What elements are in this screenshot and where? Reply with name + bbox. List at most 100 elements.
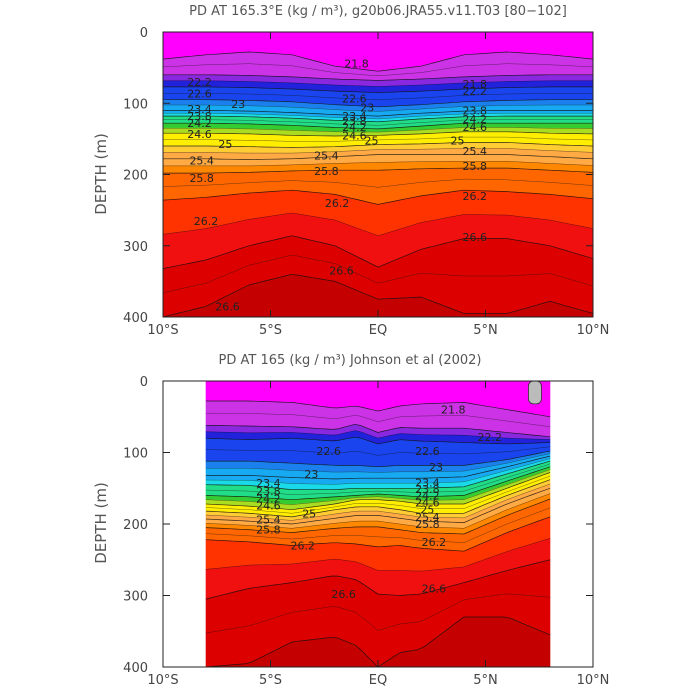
contour-label: 24.2 xyxy=(415,489,440,502)
contour-label: 23.4 xyxy=(187,103,212,116)
contour-label: 22.6 xyxy=(342,92,367,105)
isopycnal-line xyxy=(205,507,551,543)
isopycnal-line xyxy=(206,450,551,468)
isopycnal-line xyxy=(205,446,551,456)
y-axis-label: DEPTH (m) xyxy=(92,482,110,564)
contour-label: 26.2 xyxy=(422,536,447,549)
isopycnal-line xyxy=(163,212,593,236)
isopycnal-line xyxy=(163,178,593,188)
y-tick-label: 200 xyxy=(123,169,148,184)
isopycnal-line xyxy=(205,466,551,501)
contour-label: 23.8 xyxy=(463,104,488,117)
contour-label: 26.6 xyxy=(463,231,488,244)
isopycnal-line xyxy=(163,110,593,117)
x-axis: 10°S 5°S EQ 5°N 10°N xyxy=(147,32,609,338)
isopycnal-line xyxy=(205,538,551,572)
isopycnal-line xyxy=(163,148,593,154)
isopycnal-line xyxy=(163,51,593,72)
contour-label: 26.6 xyxy=(215,300,240,313)
contour-label: 25.8 xyxy=(314,165,339,178)
contour-label: 26.2 xyxy=(463,190,488,203)
isopycnal-line xyxy=(163,189,593,205)
isopycnal-line xyxy=(163,93,593,100)
isopycnal-line xyxy=(205,436,551,445)
x-tick-label: 10°N xyxy=(577,323,610,338)
contour-label: 24.6 xyxy=(415,497,440,510)
contour-label: 26.6 xyxy=(331,588,356,601)
isopycnal-line xyxy=(205,469,551,505)
y-tick-label: 0 xyxy=(140,26,148,41)
x-tick-label: EQ xyxy=(369,673,387,688)
isopycnal-line xyxy=(163,131,593,137)
contour-label: 23.4 xyxy=(415,477,440,490)
contour-label: 25 xyxy=(451,134,465,147)
contour-label: 22.2 xyxy=(463,85,488,98)
isopycnal-line xyxy=(205,483,551,521)
isopycnal-line xyxy=(163,167,593,174)
y-tick-label: 400 xyxy=(123,661,148,676)
y-tick-label: 300 xyxy=(123,240,148,255)
contour-label: 24.6 xyxy=(187,128,212,141)
isopycnal-line xyxy=(205,479,551,518)
contour-label: 25.4 xyxy=(314,149,339,162)
contour-label: 25.8 xyxy=(256,524,281,537)
isopycnal-line xyxy=(163,119,593,126)
y-tick-label: 200 xyxy=(123,518,148,533)
contour-label: 22.6 xyxy=(316,445,341,458)
isopycnal-line xyxy=(205,475,551,514)
y-tick-label: 400 xyxy=(123,311,148,326)
isopycnal-line xyxy=(163,127,593,133)
isopycnal-line xyxy=(163,154,593,160)
isopycnal-line xyxy=(163,115,593,123)
isopycnal-line xyxy=(205,559,551,600)
contour-label: 21.8 xyxy=(441,404,466,417)
x-tick-label: 5°S xyxy=(259,323,282,338)
isopycnal-line xyxy=(206,455,551,480)
contour-label: 26.6 xyxy=(329,265,354,278)
isopycnal-line xyxy=(206,453,551,473)
contour-label: 24.6 xyxy=(463,121,488,134)
isopycnal-line xyxy=(205,498,551,535)
contour-label: 24.6 xyxy=(342,129,367,142)
contour-label: 23 xyxy=(429,461,443,474)
isopycnal-line xyxy=(205,472,551,511)
x-tick-label: 5°N xyxy=(473,673,498,688)
isopycnal-line xyxy=(163,113,593,120)
isopycnal-line xyxy=(206,400,551,418)
contour-label: 23.8 xyxy=(342,115,367,128)
x-tick-label: 5°N xyxy=(473,323,498,338)
isopycnal-line xyxy=(206,413,551,427)
isopycnal-line xyxy=(205,460,551,491)
contour-label: 26.2 xyxy=(325,197,350,210)
contour-label: 24.2 xyxy=(342,121,367,134)
panel-observed-section: PD AT 165 (kg / m³) Johnson et al (2002)… xyxy=(92,353,609,688)
y-tick-label: 100 xyxy=(123,97,148,112)
contour-label: 23 xyxy=(231,98,245,111)
isopycnal-line xyxy=(205,487,551,525)
isopycnal-line xyxy=(163,136,593,142)
contour-label: 23.8 xyxy=(415,483,440,496)
contour-label: 26.2 xyxy=(291,540,316,553)
y-axis: 0 100 200 300 400 xyxy=(123,375,593,676)
y-axis: 0 100 200 300 400 xyxy=(123,26,593,326)
x-tick-label: EQ xyxy=(369,323,387,338)
isopycnal-line xyxy=(205,493,551,529)
isopycnal-line xyxy=(163,99,593,108)
contour-label: 21.8 xyxy=(463,78,488,91)
isopycnal-line xyxy=(163,63,593,76)
contour-label: 25 xyxy=(365,134,379,147)
contour-field xyxy=(163,32,593,317)
contour-label: 25.4 xyxy=(189,154,214,167)
y-tick-label: 300 xyxy=(123,590,148,605)
contour-label: 25 xyxy=(420,504,434,517)
isopycnal-line xyxy=(205,463,551,495)
contour-labels: 21.821.822.222.6 22.622.223 2323.423.824.2… xyxy=(187,57,487,313)
contour-label: 25 xyxy=(302,507,316,520)
isopycnal-line xyxy=(205,458,551,485)
contour-label: 23.8 xyxy=(256,485,281,498)
contour-label: 25.4 xyxy=(256,514,281,527)
isopycnal-line xyxy=(163,86,593,93)
contour-label: 24.2 xyxy=(463,113,488,126)
x-tick-label: 10°S xyxy=(147,323,178,338)
contour-label: 25.8 xyxy=(415,518,440,531)
